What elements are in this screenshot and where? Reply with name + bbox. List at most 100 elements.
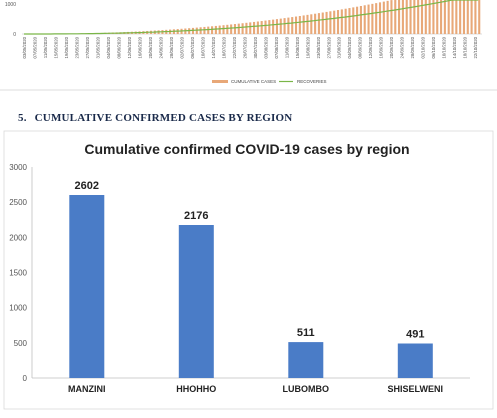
date-tick-label: 07/08/2020 <box>274 36 279 58</box>
cases-bar <box>428 0 431 34</box>
date-tick-label: 10/07/2020 <box>200 36 205 58</box>
cases-bar <box>321 12 324 34</box>
data-label: 2176 <box>184 210 208 222</box>
cases-bar <box>390 0 393 34</box>
date-tick-label: 14/10/2020 <box>452 36 457 58</box>
cases-bar <box>371 3 374 34</box>
chart-frame <box>3 130 494 410</box>
y-tick-label: 2500 <box>9 198 27 207</box>
section-heading: 5. CUMULATIVE CONFIRMED CASES BY REGION <box>18 112 292 124</box>
date-tick-label: 08/09/2020 <box>358 36 363 58</box>
cases-bar <box>417 0 420 34</box>
cases-bar <box>268 20 271 34</box>
cases-bar <box>264 20 267 34</box>
cases-bar <box>344 8 347 34</box>
date-tick-label: 15/05/2020 <box>54 36 59 58</box>
section-number: 5. <box>18 112 27 124</box>
cases-bar <box>436 0 439 34</box>
y-tick-label: 3000 <box>9 163 27 172</box>
date-tick-label: 27/05/2020 <box>85 36 90 58</box>
cases-bar <box>440 0 443 34</box>
cases-bar <box>405 0 408 34</box>
cases-bar <box>398 0 401 34</box>
date-tick-label: 30/07/2020 <box>253 36 258 58</box>
cases-bar <box>230 24 233 34</box>
cases-bar <box>195 27 198 34</box>
date-tick-label: 06/10/2020 <box>431 36 436 58</box>
cases-bar <box>207 26 210 34</box>
category-label: MANZINI <box>68 384 106 394</box>
y-tick-label: 500 <box>14 339 28 348</box>
cases-bar <box>279 18 282 34</box>
data-label: 2602 <box>75 180 99 192</box>
cases-bar <box>211 26 214 34</box>
cases-bar <box>455 0 458 34</box>
date-tick-label: 11/08/2020 <box>284 36 289 58</box>
cases-bar <box>222 25 225 34</box>
cases-bar <box>256 21 259 34</box>
legend-label-cases: CUMULATIVE CASES <box>231 79 276 84</box>
cases-bar <box>378 2 382 35</box>
cases-bar <box>432 0 435 34</box>
category-labels: MANZINI HHOHHO LUBOMBO SHISELWENI <box>68 384 443 394</box>
cases-bar <box>272 19 275 34</box>
date-tick-label: 12/06/2020 <box>127 36 132 58</box>
date-tick-label: 20/06/2020 <box>148 36 153 58</box>
date-tick-label: 31/05/2020 <box>95 36 100 58</box>
date-tick-label: 03/05/2020 <box>22 36 27 58</box>
cases-bar <box>474 0 477 34</box>
date-tick-label: 19/05/2020 <box>64 36 69 58</box>
cases-bar <box>466 0 469 34</box>
cases-bar <box>310 14 313 35</box>
y-tick-label: 0 <box>23 374 28 383</box>
cases-bar <box>352 7 355 35</box>
cases-bar <box>451 0 454 34</box>
date-tick-label: 23/05/2020 <box>75 36 80 58</box>
cases-bar <box>214 25 217 34</box>
cases-bar <box>245 22 248 34</box>
cases-bar <box>356 6 359 34</box>
date-tick-label: 03/08/2020 <box>263 36 268 58</box>
date-tick-label: 04/09/2020 <box>347 36 352 58</box>
cases-bar <box>359 5 362 34</box>
category-label: SHISELWENI <box>388 384 444 394</box>
cases-bar <box>333 10 336 34</box>
y-axis-ticks: 0 500 1000 1500 2000 2500 3000 <box>9 163 27 383</box>
date-tick-label: 24/09/2020 <box>400 36 405 58</box>
cases-bar <box>329 11 332 34</box>
cases-bar <box>409 0 412 34</box>
y-tick-label: 1000 <box>9 304 27 313</box>
cases-bar <box>420 0 424 34</box>
bars <box>69 195 433 378</box>
cases-bar <box>336 10 340 34</box>
date-tick-label: 06/07/2020 <box>190 36 195 58</box>
date-tick-label: 26/07/2020 <box>242 36 247 58</box>
date-tick-label: 18/10/2020 <box>463 36 468 58</box>
date-tick-label: 27/08/2020 <box>326 36 331 58</box>
date-tick-label: 19/08/2020 <box>305 36 310 58</box>
cases-bar <box>291 17 294 34</box>
cases-bar <box>375 3 378 35</box>
date-tick-label: 02/10/2020 <box>421 36 426 58</box>
bar-shiselweni <box>397 343 433 378</box>
regional-cases-plot: Cumulative confirmed COVID-19 cases by r… <box>3 130 494 410</box>
cases-bar <box>424 0 427 34</box>
category-label: HHOHHO <box>176 384 216 394</box>
bar-hhohho <box>178 225 214 378</box>
cases-bar <box>283 18 286 34</box>
cases-bar <box>340 9 343 34</box>
date-tick-label: 22/07/2020 <box>232 36 237 58</box>
date-tick-label: 20/09/2020 <box>389 36 394 58</box>
cases-bar <box>367 4 370 35</box>
cases-recoveries-plot: 1000 0 03/05/2020 07/05/2020 11/05/2020 15/… <box>0 0 497 91</box>
cases-bar <box>191 27 195 34</box>
cases-bar <box>199 27 202 34</box>
y-tick-label: 2000 <box>9 233 27 242</box>
date-tick-label: 16/09/2020 <box>379 36 384 58</box>
date-tick-label: 18/07/2020 <box>221 36 226 58</box>
cases-bar <box>459 0 462 34</box>
cases-bar <box>275 19 278 34</box>
cases-bar <box>287 17 290 34</box>
date-tick-label: 02/07/2020 <box>179 36 184 58</box>
date-tick-label: 12/09/2020 <box>368 36 373 58</box>
